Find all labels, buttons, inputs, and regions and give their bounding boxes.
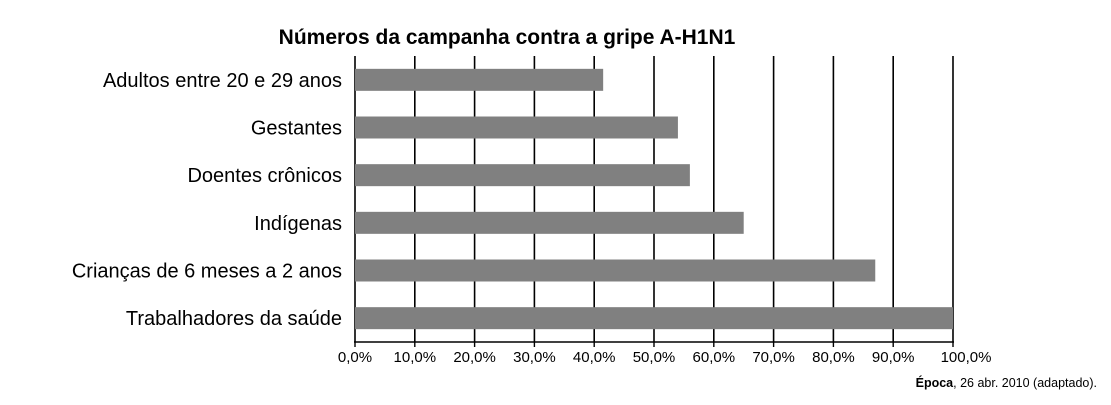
tick-label-2: 20,0% — [453, 349, 496, 366]
bar-4 — [355, 259, 876, 282]
source-details: , 26 abr. 2010 (adaptado). — [953, 376, 1097, 390]
tick-label-8: 80,0% — [812, 349, 855, 366]
tick-label-5: 50,0% — [633, 349, 676, 366]
chart-title: Números da campanha contra a gripe A-H1N… — [279, 26, 736, 49]
tick-label-1: 10,0% — [394, 349, 437, 366]
category-label-2: Doentes crônicos — [187, 165, 342, 187]
tick-label-9: 90,0% — [872, 349, 915, 366]
tick-label-3: 30,0% — [513, 349, 556, 366]
source-citation: Época, 26 abr. 2010 (adaptado). — [916, 376, 1097, 390]
category-label-1: Gestantes — [251, 118, 342, 140]
tick-labels: 0,0% 10,0% 20,0% 30,0% 40,0% 50,0% 60,0% 70,0% 8… — [338, 349, 992, 366]
category-label-3: Indígenas — [254, 213, 342, 235]
bar-2 — [355, 164, 690, 187]
tick-label-7: 70,0% — [752, 349, 795, 366]
gridlines — [354, 56, 954, 342]
tick-label-10: 100,0% — [941, 349, 992, 366]
source-name: Época — [915, 376, 954, 390]
category-label-0: Adultos entre 20 e 29 anos — [103, 70, 342, 92]
category-label-5: Trabalhadores da saúde — [126, 308, 342, 330]
x-axis — [354, 341, 954, 347]
tick-label-0: 0,0% — [338, 349, 372, 366]
bar-1 — [355, 116, 678, 139]
bar-0 — [355, 68, 604, 91]
bars — [355, 68, 953, 330]
category-labels: Adultos entre 20 e 29 anos Gestantes Doent… — [72, 70, 342, 330]
bar-3 — [355, 211, 744, 234]
tick-label-4: 40,0% — [573, 349, 616, 366]
bar-5 — [355, 307, 953, 330]
tick-label-6: 60,0% — [693, 349, 736, 366]
category-label-4: Crianças de 6 meses a 2 anos — [72, 261, 342, 283]
